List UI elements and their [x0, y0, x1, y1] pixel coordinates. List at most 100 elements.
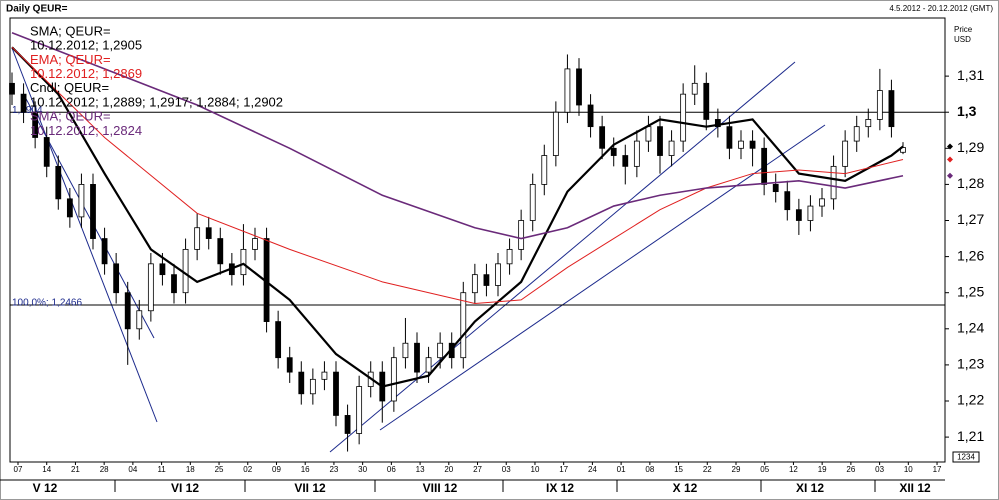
x-tick-label: 29 — [732, 465, 741, 474]
month-label: VIII 12 — [423, 481, 458, 495]
trend-line — [11, 47, 158, 423]
candle-body — [495, 263, 501, 286]
candle-body — [471, 274, 478, 294]
candle-body — [761, 147, 768, 185]
last-value-marker — [947, 143, 953, 150]
candle-body — [414, 342, 420, 373]
candle-body — [113, 263, 120, 294]
candle-body — [286, 357, 293, 373]
candle-body — [333, 371, 339, 416]
candle-body — [147, 263, 154, 312]
month-label: VII 12 — [294, 481, 326, 495]
x-tick-label: 12 — [789, 465, 798, 474]
candle-body — [194, 227, 201, 250]
candle-body — [182, 248, 189, 294]
x-tick-label: 15 — [674, 465, 683, 474]
candle-body — [622, 155, 629, 167]
trend-line — [23, 94, 155, 339]
candle-body — [888, 90, 895, 128]
candle-body — [518, 220, 525, 250]
candle-body — [298, 371, 305, 395]
candle-body — [784, 191, 791, 211]
candle-body — [390, 357, 397, 402]
x-tick-label: 25 — [215, 465, 224, 474]
candle-body — [645, 126, 652, 142]
x-tick-label: 07 — [14, 465, 23, 474]
candle-body — [599, 126, 606, 149]
candle-body — [252, 238, 258, 250]
y-tick-label: 1,28 — [957, 175, 984, 191]
x-tick-label: 03 — [875, 465, 884, 474]
candle-body — [159, 263, 166, 276]
x-tick-label: 28 — [100, 465, 109, 474]
x-tick-label: 11 — [157, 465, 166, 474]
candle-body — [587, 104, 594, 128]
candle-body — [101, 238, 108, 265]
x-tick-label: 04 — [128, 465, 137, 474]
ma-line — [11, 46, 904, 388]
legend-entry: SMA; QEUR= — [30, 23, 111, 38]
month-label: VI 12 — [171, 481, 199, 495]
y-tick-label: 1,26 — [957, 247, 984, 263]
x-tick-label: 24 — [588, 465, 597, 474]
candle-body — [680, 93, 687, 142]
candle-body — [344, 415, 351, 434]
candle-body — [552, 111, 559, 156]
y-tick-label: 1,22 — [957, 392, 984, 408]
x-tick-label: 02 — [243, 465, 252, 474]
x-tick-label: 17 — [559, 465, 568, 474]
candle-body — [749, 140, 756, 149]
candle-body — [321, 371, 328, 380]
candle-body — [633, 140, 640, 167]
candle-body — [32, 111, 39, 138]
y-tick-label: 1,27 — [957, 211, 984, 227]
candle-body — [90, 184, 96, 239]
x-tick-label: 26 — [846, 465, 855, 474]
candle-body — [217, 238, 224, 265]
x-tick-label: 14 — [42, 465, 51, 474]
candle-body — [819, 198, 825, 207]
x-tick-label: 01 — [617, 465, 626, 474]
ma-line — [11, 32, 904, 240]
candle-body — [171, 274, 177, 294]
month-label: X 12 — [673, 481, 698, 495]
x-tick-label: 20 — [444, 465, 453, 474]
x-tick-label: 13 — [416, 465, 425, 474]
candle-body — [738, 140, 744, 149]
x-tick-label: 05 — [760, 465, 769, 474]
candle-body — [703, 82, 710, 120]
last-value-marker — [947, 156, 953, 163]
candle-body — [714, 119, 721, 128]
axis-label: USD — [954, 35, 971, 44]
candle-body — [437, 342, 444, 359]
x-tick-label: 03 — [502, 465, 511, 474]
candle-body — [483, 274, 490, 286]
x-tick-label: 18 — [186, 465, 195, 474]
candle-body — [691, 82, 698, 95]
candle-body — [529, 184, 536, 221]
trend-line — [379, 124, 826, 431]
last-value-marker — [947, 172, 953, 179]
candle-body — [726, 126, 733, 149]
x-tick-label: 30 — [358, 465, 367, 474]
y-tick-label: 1,24 — [957, 320, 984, 336]
badge: 1234 — [957, 453, 975, 462]
axis-label: Price — [954, 25, 973, 34]
y-tick-label: 1,25 — [957, 283, 984, 299]
candle-body — [356, 386, 363, 434]
legend-entry: 10.12.2012; 1,2824 — [30, 123, 142, 138]
candle-body — [876, 90, 883, 120]
candle-body — [460, 292, 467, 359]
candle-body — [657, 126, 663, 156]
x-tick-label: 22 — [703, 465, 712, 474]
candle-body — [541, 155, 548, 185]
legend-entry: 10.12.2012; 1,2889; 1,2917; 1,2884; 1,29… — [30, 94, 283, 109]
month-label: XI 12 — [796, 481, 824, 495]
candle-body — [275, 321, 282, 359]
candle-body — [830, 165, 837, 200]
level-label: 1,2904 — [12, 105, 43, 116]
candle-body — [240, 248, 247, 276]
x-tick-label: 10 — [904, 465, 913, 474]
legend-entry: SMA; QEUR= — [30, 109, 111, 124]
